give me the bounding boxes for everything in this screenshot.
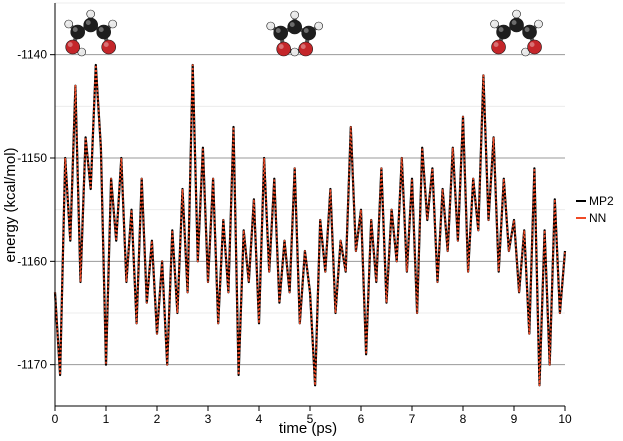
x-tick-label: 7 — [409, 412, 416, 426]
y-tick-label: -1140 — [17, 48, 47, 62]
hydrogen-atom-highlight — [522, 49, 526, 52]
hydrogen-atom-highlight — [109, 21, 113, 24]
hydrogen-atom — [290, 10, 300, 20]
x-tick-label: 4 — [256, 412, 263, 426]
series-lines — [53, 63, 567, 387]
open-chain-molecule-left — [64, 9, 117, 57]
x-tick-label: 0 — [52, 412, 59, 426]
carbon-atom — [287, 19, 303, 35]
hydrogen-atom-highlight — [291, 49, 295, 52]
x-tick-label: 6 — [358, 412, 365, 426]
oxygen-atom-highlight — [67, 42, 73, 47]
hydrogen-atom-highlight — [491, 21, 495, 24]
hydrogen-atom — [86, 9, 95, 19]
carbon-atom — [273, 25, 289, 41]
carbon-atom-highlight — [98, 27, 104, 32]
oxygen-atom-highlight — [300, 44, 306, 49]
oxygen-atom-highlight — [103, 42, 109, 47]
carbon-atom — [301, 25, 317, 41]
hydrogen-atom-highlight — [87, 11, 91, 15]
axes: 0 1 2 3 4 5 6 7 8 9 10 -1140 -1150 -1160 -1170 — [17, 3, 572, 426]
carbon-atom-highlight — [511, 20, 517, 25]
oxygen-atom-highlight — [529, 42, 535, 47]
carbon-atom-highlight — [275, 28, 281, 33]
hydrogen-atom-highlight — [78, 49, 82, 52]
series-line-mp2 — [53, 63, 567, 387]
carbon-atom — [509, 17, 524, 33]
carbon-atom-highlight — [289, 22, 295, 27]
molecule-illustrations — [64, 9, 543, 57]
x-tick-label: 3 — [205, 412, 212, 426]
oxygen-atom-highlight — [493, 42, 499, 47]
carbon-atom-highlight — [524, 27, 530, 32]
oxygen-atom — [527, 39, 542, 55]
x-tick-label: 8 — [460, 412, 467, 426]
y-tick-label: -1150 — [17, 151, 47, 165]
open-chain-molecule-right — [490, 9, 543, 57]
legend-label-mp2: MP2 — [589, 194, 614, 208]
hydrogen-atom — [512, 9, 521, 19]
carbon-atom — [522, 24, 537, 40]
carbon-atom-highlight — [72, 27, 78, 32]
y-tick-label: -1160 — [17, 254, 47, 268]
series-line-nn — [54, 64, 566, 387]
x-tick-label: 1 — [103, 412, 110, 426]
hydrogen-atom — [534, 19, 543, 29]
carbon-atom-highlight — [303, 28, 309, 33]
hydrogen-atom-highlight — [267, 23, 271, 26]
carbon-atom — [496, 24, 511, 40]
carbon-atom — [96, 24, 111, 40]
x-tick-label: 5 — [307, 412, 314, 426]
y-tick-label: -1170 — [17, 358, 47, 372]
y-axis-title: energy (kcal/mol) — [2, 147, 19, 262]
hydrogen-atom-highlight — [513, 11, 517, 15]
carbon-atom — [83, 17, 98, 33]
carbon-atom — [70, 24, 85, 40]
hydrogen-atom-highlight — [291, 12, 295, 16]
oxygen-atom — [298, 41, 314, 57]
hydrogen-atom — [64, 19, 73, 29]
hydrogen-atom — [290, 47, 300, 57]
hydrogen-atom — [108, 19, 117, 29]
hydrogen-atom — [490, 19, 499, 29]
oxygen-atom — [65, 39, 80, 55]
hydrogen-atom-highlight — [315, 23, 319, 26]
x-axis-title: time (ps) — [279, 420, 337, 437]
oxygen-atom-highlight — [278, 44, 284, 49]
x-tick-label: 9 — [511, 412, 518, 426]
hydrogen-atom-highlight — [535, 21, 539, 24]
oxygen-atom — [101, 39, 116, 55]
carbon-atom-highlight — [498, 27, 504, 32]
legend-label-nn: NN — [589, 211, 606, 225]
carbon-atom-highlight — [85, 20, 91, 25]
hydrogen-atom — [314, 21, 324, 31]
legend: MP2 NN — [576, 194, 614, 225]
x-tick-label: 10 — [558, 412, 572, 426]
cyclic-molecule-center — [266, 10, 324, 57]
hydrogen-atom-highlight — [65, 21, 69, 24]
oxygen-atom — [276, 41, 292, 57]
hydrogen-atom — [266, 21, 276, 31]
x-tick-label: 2 — [154, 412, 161, 426]
oxygen-atom — [491, 39, 506, 55]
